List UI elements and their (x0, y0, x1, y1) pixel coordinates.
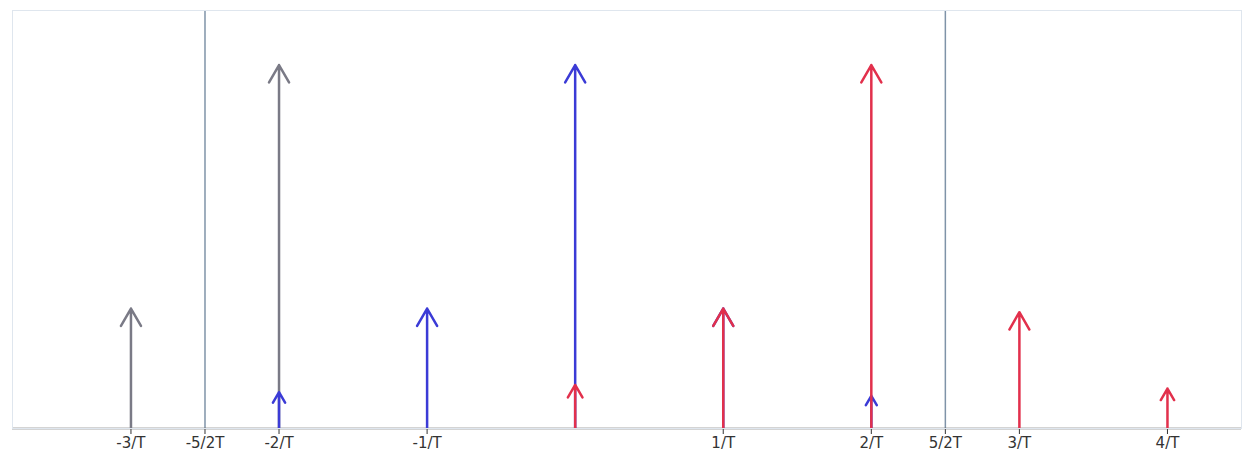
svg-text:3/T: 3/T (1008, 434, 1033, 452)
svg-text:-5/2T: -5/2T (186, 434, 226, 452)
svg-text:-2/T: -2/T (264, 434, 294, 452)
svg-text:4/T: 4/T (1156, 434, 1181, 452)
svg-text:2/T: 2/T (859, 434, 884, 452)
svg-text:1/T: 1/T (711, 434, 736, 452)
svg-text:-1/T: -1/T (413, 434, 443, 452)
svg-text:-3/T: -3/T (116, 434, 146, 452)
svg-text:5/2T: 5/2T (929, 434, 963, 452)
